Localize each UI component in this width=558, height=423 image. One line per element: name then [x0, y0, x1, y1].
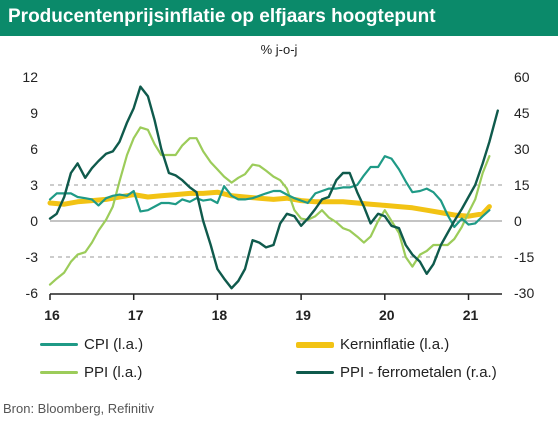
legend-swatch-cpi	[40, 343, 78, 346]
x-tick-label: 19	[295, 307, 311, 323]
x-tick-label: 20	[379, 307, 395, 323]
x-tick-label: 16	[44, 307, 60, 323]
legend-item-ppi-ferrometalen: PPI - ferrometalen (r.a.)	[296, 364, 497, 381]
y-right-tick-label: -15	[514, 249, 534, 265]
legend-label-ppi-ferrometalen: PPI - ferrometalen (r.a.)	[340, 364, 497, 381]
y-left-tick-label: 0	[30, 213, 38, 229]
series-line-cpi	[48, 155, 491, 229]
chart-title: Producentenprijsinflatie op elfjaars hoo…	[8, 6, 436, 27]
y-left-tick-label: 3	[30, 177, 38, 193]
legend-item-ppi: PPI (l.a.)	[40, 364, 142, 381]
title-bar: Producentenprijsinflatie op elfjaars hoo…	[0, 0, 558, 36]
y-right-tick-label: 0	[514, 213, 522, 229]
y-left-tick-label: 9	[30, 105, 38, 121]
legend-label-cpi: CPI (l.a.)	[84, 336, 144, 353]
y-right-tick-label: 45	[514, 105, 530, 121]
chart-series	[47, 85, 499, 290]
x-tick-label: 17	[128, 307, 144, 323]
legend-swatch-kerninflatie	[296, 341, 334, 348]
y-left-tick-label: 6	[30, 141, 38, 157]
x-tick-label: 18	[212, 307, 228, 323]
legend-swatch-ppi-ferrometalen	[296, 371, 334, 374]
legend-swatch-ppi	[40, 371, 78, 374]
y-left-tick-label: -3	[26, 249, 39, 265]
legend-label-kerninflatie: Kerninflatie (l.a.)	[340, 336, 450, 353]
y-right-tick-label: 15	[514, 177, 530, 193]
series-line-ppi	[48, 126, 491, 286]
legend-item-cpi: CPI (l.a.)	[40, 336, 143, 353]
y-right-tick-label: 30	[514, 141, 530, 157]
x-tick-label: 21	[463, 307, 479, 323]
legend-label-ppi: PPI (l.a.)	[84, 364, 143, 381]
y-left-tick-label: 12	[22, 69, 38, 85]
unit-label: % j-o-j	[260, 42, 298, 57]
y-left-tick-label: -6	[26, 285, 39, 301]
series-line-ppi-ferrometalen	[48, 85, 499, 290]
y-right-tick-label: -30	[514, 285, 534, 301]
legend-item-kerninflatie: Kerninflatie (l.a.)	[296, 336, 449, 353]
y-right-tick-label: 60	[514, 69, 530, 85]
chart-legend: CPI (l.a.) Kerninflatie (l.a.) PPI (l.a.…	[0, 336, 558, 396]
source-note: Bron: Bloomberg, Refinitiv	[3, 401, 155, 416]
